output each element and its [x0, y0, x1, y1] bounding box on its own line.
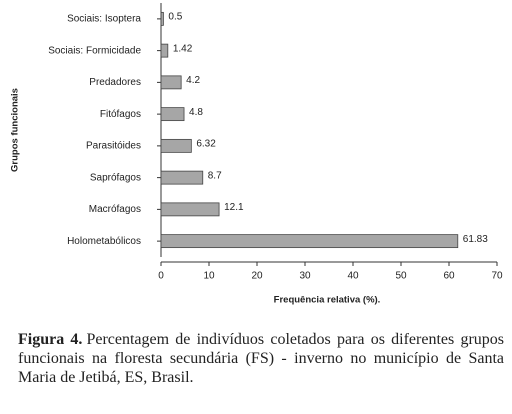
y-tick-label: Sociais: Isoptera [67, 14, 141, 25]
x-tick-label: 0 [158, 271, 164, 282]
value-label: 6.32 [196, 139, 216, 150]
x-tick-label: 70 [491, 271, 503, 282]
chart: Frequência relativa (%). Grupos funciona… [10, 3, 503, 306]
x-tick-label: 40 [347, 271, 359, 282]
caption-label: Figura 4. [18, 331, 83, 348]
caption-text: Percentagem de indivíduos coletados para… [18, 331, 505, 386]
y-tick-label: Predadores [89, 77, 141, 88]
x-tick-label: 30 [299, 271, 311, 282]
y-tick-label: Macrófagos [89, 204, 141, 215]
x-tick-label: 20 [251, 271, 263, 282]
bar [160, 75, 182, 90]
y-tick-label: Parasitóides [86, 141, 141, 152]
value-label: 8.7 [208, 170, 222, 181]
x-axis-label: Frequência relativa (%). [274, 295, 381, 306]
x-tick-label: 60 [443, 271, 455, 282]
bar [160, 170, 204, 185]
value-label: 0.5 [168, 12, 182, 23]
y-tick-label: Sociais: Formicidade [48, 45, 141, 56]
y-tick-label: Fitófagos [100, 109, 141, 120]
bar [160, 138, 192, 153]
x-tick-label: 50 [395, 271, 407, 282]
bar [160, 11, 164, 26]
value-label: 12.1 [224, 202, 244, 213]
value-label: 61.83 [463, 234, 488, 245]
bar [160, 43, 169, 58]
y-tick-label: Saprófagos [90, 172, 141, 183]
bar [160, 202, 220, 217]
value-label: 1.42 [173, 43, 193, 54]
bar [160, 234, 459, 249]
bar [160, 107, 185, 122]
caption: Figura 4. Percentagem de indivíduos colet… [18, 330, 504, 387]
value-label: 4.8 [189, 107, 203, 118]
y-axis-label: Grupos funcionais [10, 88, 21, 172]
value-label: 4.2 [186, 75, 200, 86]
y-tick-label: Holometabólicos [67, 236, 141, 247]
x-tick-label: 10 [203, 271, 215, 282]
